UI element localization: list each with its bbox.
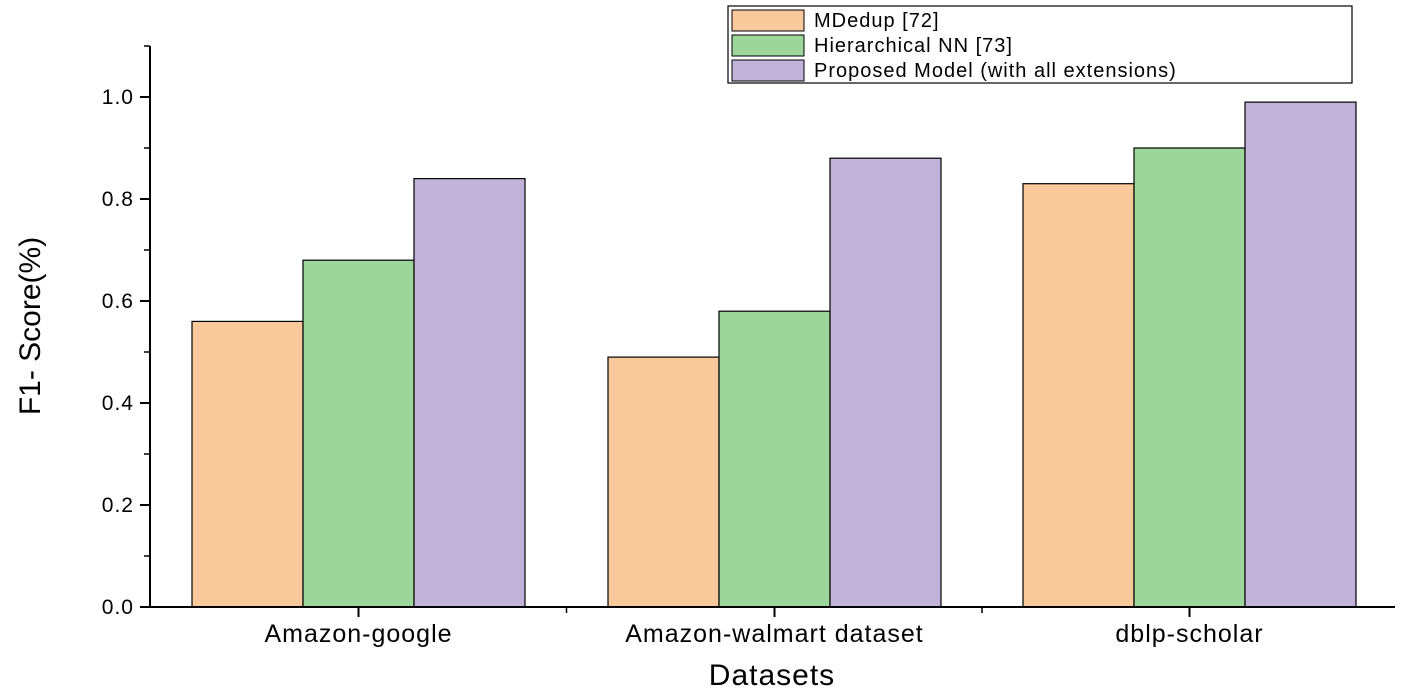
bars-layer [191, 101, 1357, 608]
x-tick-label-1: Amazon-walmart dataset [625, 620, 924, 648]
bar-2-1 [302, 259, 415, 608]
x-tick-label-0: Amazon-google [264, 620, 452, 648]
y-tick-label-2: 0.4 [102, 392, 134, 415]
bar-2-2 [718, 310, 831, 608]
x-ticks-layer: Amazon-google Amazon-walmart dataset dblp-… [264, 607, 1263, 648]
y-tick-label-5: 1.0 [102, 86, 134, 109]
axes-layer [149, 46, 1395, 608]
bar-1-1 [191, 320, 304, 608]
y-tick-label-0: 0.0 [102, 596, 134, 619]
y-tick-label-4: 0.8 [102, 188, 134, 211]
legend-label-3: Proposed Model (with all extensions) [814, 60, 1177, 82]
legend-swatch-2 [731, 34, 805, 57]
x-axis-title: Datasets [709, 659, 835, 692]
y-tick-label-1: 0.2 [102, 494, 134, 517]
bar-3-2 [829, 157, 942, 608]
legend-label-1: MDedup [72] [814, 10, 940, 32]
y-tick-label-3: 0.6 [102, 290, 134, 313]
legend-box [727, 5, 1353, 84]
legend-label-2: Hierarchical NN [73] [814, 35, 1013, 57]
bar-1-2 [607, 356, 720, 608]
y-axis-title: F1- Score(%) [14, 237, 47, 415]
bar-3-1 [413, 178, 526, 608]
x-tick-label-2: dblp-scholar [1115, 620, 1263, 648]
y-ticks-layer: 0.0 0.2 0.4 0.6 0.8 1.0 [102, 45, 150, 619]
legend-swatch-3 [731, 59, 805, 82]
legend-swatch-1 [731, 9, 805, 32]
bar-1-3 [1022, 183, 1135, 608]
bar-3-3 [1244, 101, 1357, 608]
bar-2-3 [1133, 147, 1246, 608]
legend: MDedup [72] Hierarchical NN [73] Proposed … [727, 5, 1353, 84]
